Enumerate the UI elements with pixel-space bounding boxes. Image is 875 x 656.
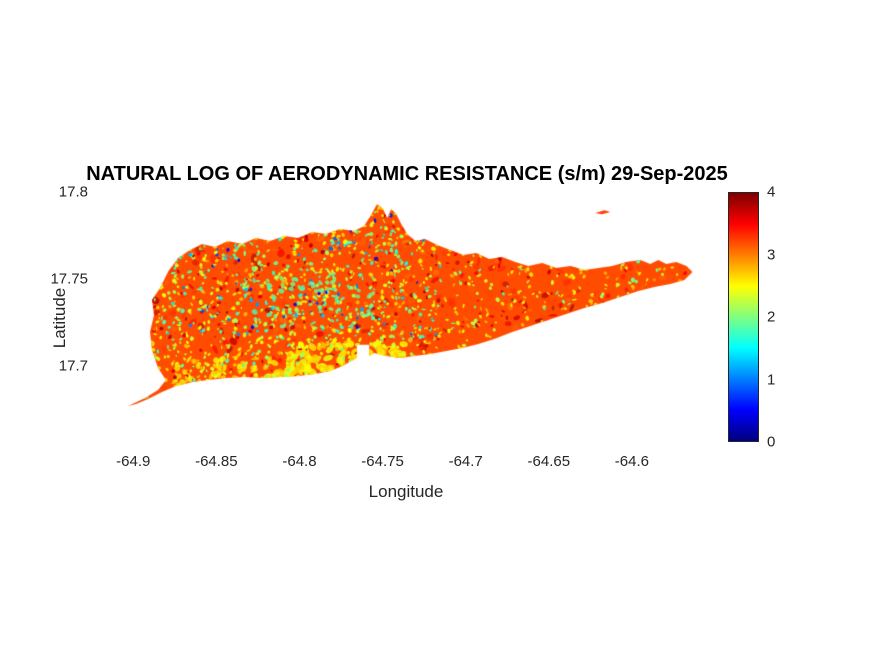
x-tick-label: -64.6 xyxy=(614,453,649,470)
x-tick-label: -64.8 xyxy=(282,453,317,470)
y-axis-label: Latitude xyxy=(50,287,69,349)
y-tick-label: 17.75 xyxy=(50,270,88,288)
colorbar-tick-label: 4 xyxy=(767,183,776,201)
colorbar-tick-label: 3 xyxy=(767,246,776,263)
x-tick-label: -64.9 xyxy=(116,453,151,470)
chart-title: NATURAL LOG OF AERODYNAMIC RESISTANCE (s… xyxy=(86,163,728,185)
x-tick-label: -64.65 xyxy=(527,453,571,470)
x-tick-label: -64.75 xyxy=(361,453,404,470)
colorbar-tick-label: 2 xyxy=(767,308,776,326)
colorbar-tick-label: 0 xyxy=(767,433,776,451)
x-tick-label: -64.85 xyxy=(195,453,238,470)
x-tick-label: -64.7 xyxy=(448,453,483,470)
y-tick-label: 17.7 xyxy=(58,357,88,375)
y-tick-label: 17.8 xyxy=(58,183,88,201)
colorbar-gradient xyxy=(728,192,759,442)
heatmap-canvas xyxy=(100,192,715,445)
x-axis-label: Longitude xyxy=(368,482,444,501)
colorbar-tick-label: 1 xyxy=(767,371,776,388)
